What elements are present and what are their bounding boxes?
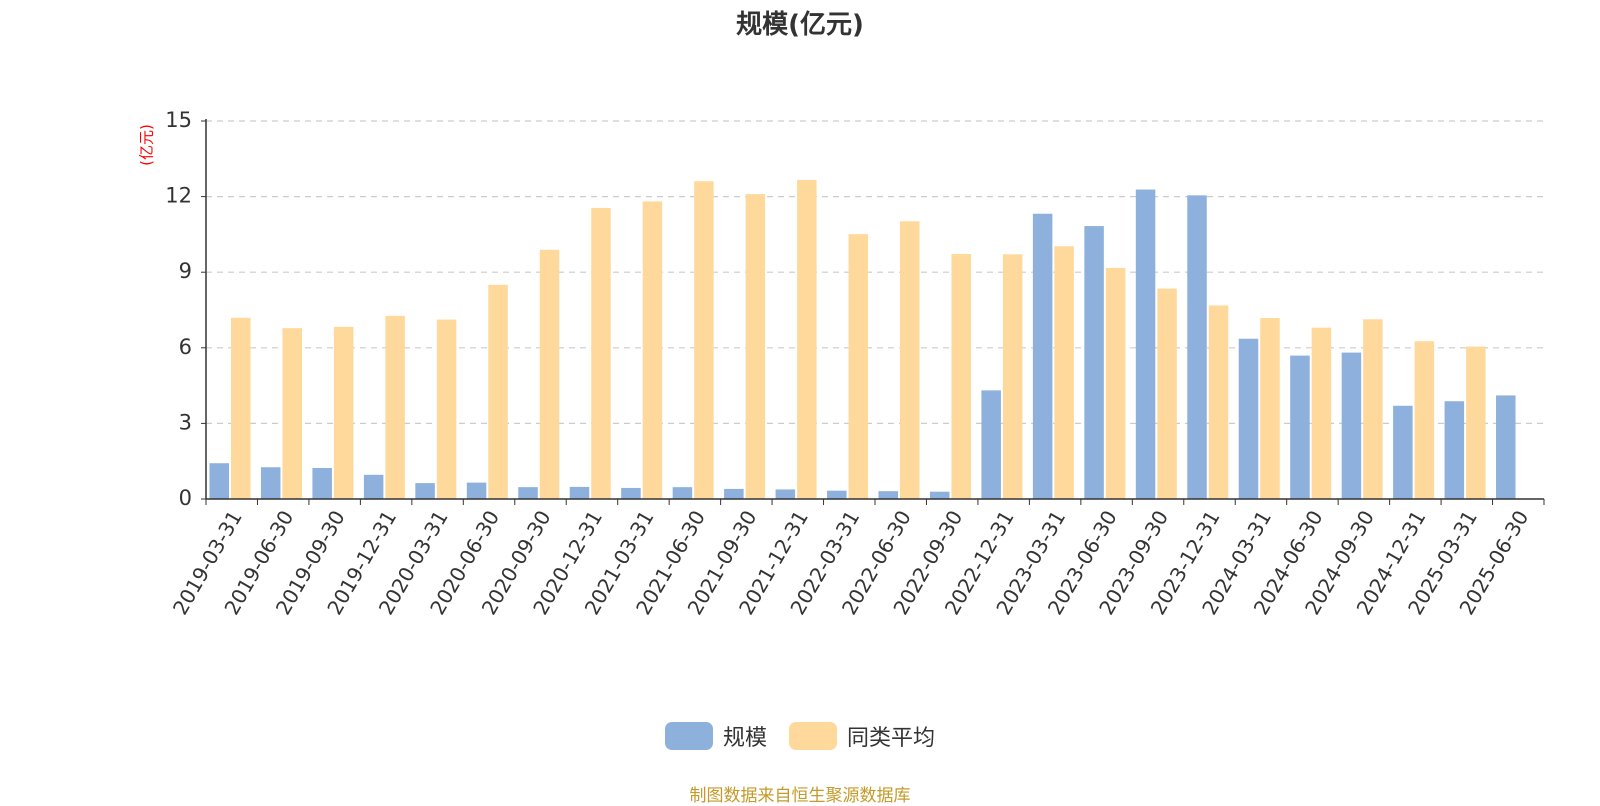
bar-scale[interactable] xyxy=(1393,405,1413,499)
bar-peer-average[interactable] xyxy=(951,254,971,499)
y-tick-label: 9 xyxy=(179,259,192,283)
bar-peer-average[interactable] xyxy=(900,221,920,499)
bar-peer-average[interactable] xyxy=(694,181,714,499)
bar-scale[interactable] xyxy=(415,483,435,499)
bar-scale[interactable] xyxy=(621,487,641,499)
bar-peer-average[interactable] xyxy=(745,194,766,499)
bar-peer-average[interactable] xyxy=(1157,288,1177,499)
legend-item-peer-average[interactable]: 同类平均 xyxy=(789,720,935,752)
bar-peer-average[interactable] xyxy=(1414,341,1435,499)
bar-peer-average[interactable] xyxy=(1363,319,1383,499)
y-tick-label: 0 xyxy=(179,486,192,510)
bar-peer-average[interactable] xyxy=(642,201,663,499)
bar-peer-average[interactable] xyxy=(539,249,560,499)
bar-scale[interactable] xyxy=(1032,213,1053,499)
chart-title: 规模(亿元) xyxy=(736,10,864,40)
y-tick-label: 3 xyxy=(179,410,192,434)
source-note: 制图数据来自恒生聚源数据库 xyxy=(689,786,911,806)
bar-scale[interactable] xyxy=(312,468,332,499)
bar-scale[interactable] xyxy=(1135,189,1156,499)
legend-label-scale: 规模 xyxy=(722,726,767,751)
bar-scale[interactable] xyxy=(929,491,950,499)
y-tick-label: 15 xyxy=(165,108,192,132)
bar-scale[interactable] xyxy=(981,390,1001,499)
bar-peer-average[interactable] xyxy=(1311,327,1332,499)
bar-scale[interactable] xyxy=(724,488,744,499)
bar-peer-average[interactable] xyxy=(333,326,354,499)
y-tick-label: 6 xyxy=(179,335,192,359)
bar-scale[interactable] xyxy=(260,467,281,499)
y-axis-label: (亿元) xyxy=(138,124,156,166)
bar-peer-average[interactable] xyxy=(282,328,302,499)
bar-scale[interactable] xyxy=(1084,226,1104,500)
bar-peer-average[interactable] xyxy=(1002,254,1023,499)
bar-scale[interactable] xyxy=(1496,395,1516,499)
bar-scale[interactable] xyxy=(209,463,230,499)
bar-scale[interactable] xyxy=(1444,401,1465,499)
bar-peer-average[interactable] xyxy=(1054,246,1074,499)
bar-scale[interactable] xyxy=(518,487,538,499)
bar-peer-average[interactable] xyxy=(1260,318,1280,499)
bar-peer-average[interactable] xyxy=(797,179,817,499)
legend-swatch-peer-average xyxy=(789,722,837,750)
bar-scale[interactable] xyxy=(1187,195,1207,499)
bar-scale[interactable] xyxy=(363,474,384,499)
bar-scale[interactable] xyxy=(466,482,487,499)
y-tick-label: 12 xyxy=(165,184,192,208)
bar-peer-average[interactable] xyxy=(1105,267,1126,499)
bar-peer-average[interactable] xyxy=(591,207,611,499)
legend-swatch-scale xyxy=(664,722,713,750)
bar-scale[interactable] xyxy=(1238,338,1259,499)
bar-scale[interactable] xyxy=(878,491,899,499)
legend-label-peer-average: 同类平均 xyxy=(847,726,936,751)
bars xyxy=(209,179,1516,500)
bar-peer-average[interactable] xyxy=(488,284,508,499)
bar-scale[interactable] xyxy=(827,490,847,499)
bar-peer-average[interactable] xyxy=(231,317,251,499)
bar-peer-average[interactable] xyxy=(1466,346,1486,499)
bar-scale[interactable] xyxy=(1341,352,1362,499)
legend-item-scale[interactable]: 规模 xyxy=(664,720,767,752)
bar-scale[interactable] xyxy=(672,487,693,499)
bar-scale[interactable] xyxy=(775,489,796,499)
bar-scale[interactable] xyxy=(569,486,590,499)
bar-scale[interactable] xyxy=(1290,355,1310,499)
bar-peer-average[interactable] xyxy=(848,234,869,499)
bar-peer-average[interactable] xyxy=(436,319,457,499)
bar-peer-average[interactable] xyxy=(385,315,405,499)
bar-peer-average[interactable] xyxy=(1208,305,1229,499)
legend: 规模 同类平均 xyxy=(0,720,1600,752)
